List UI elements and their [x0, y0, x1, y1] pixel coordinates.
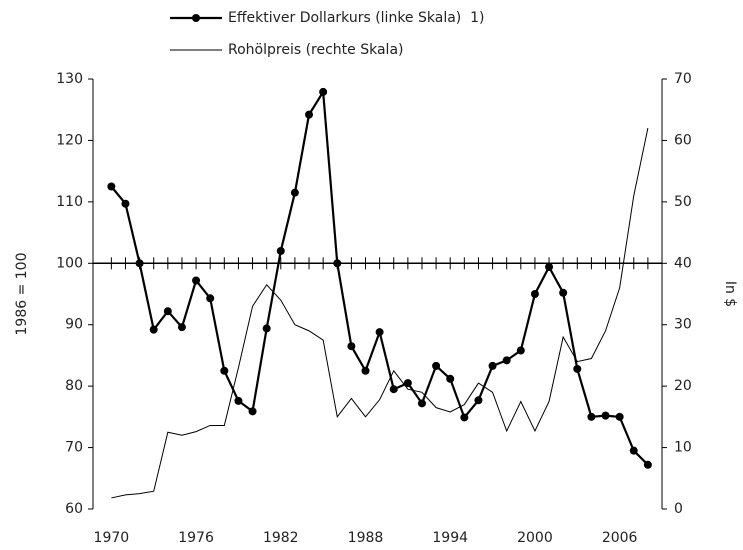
data-point	[347, 342, 356, 351]
y2-tick-label: 50	[674, 194, 692, 210]
data-point	[305, 110, 314, 119]
y2-tick-label: 30	[674, 317, 692, 333]
data-point	[545, 262, 554, 271]
data-point	[192, 276, 201, 285]
data-point	[488, 361, 497, 370]
y-tick-label: 100	[56, 255, 83, 271]
data-point	[474, 396, 483, 405]
data-point	[361, 366, 370, 375]
data-point	[149, 325, 158, 334]
data-point	[206, 294, 215, 303]
data-point	[403, 379, 412, 388]
data-point	[177, 323, 186, 332]
legend-label: Effektiver Dollarkurs (linke Skala) 1)	[228, 10, 485, 26]
y-tick-label: 80	[65, 378, 83, 394]
data-point	[601, 411, 610, 420]
data-point	[375, 328, 384, 337]
y-axis-label: 1986 = 100	[14, 253, 30, 336]
data-point	[163, 307, 172, 316]
data-point	[460, 413, 469, 422]
x-tick-label: 1970	[94, 530, 130, 546]
y-tick-label: 120	[56, 132, 83, 148]
x-tick-label: 1982	[263, 530, 299, 546]
data-point	[643, 460, 652, 469]
x-tick-label: 1976	[178, 530, 214, 546]
x-tick-label: 1988	[348, 530, 384, 546]
data-point	[248, 407, 257, 416]
legend-marker	[192, 14, 200, 22]
data-point	[121, 199, 130, 208]
series-line	[110, 88, 649, 466]
data-point	[530, 290, 539, 298]
data-point	[502, 356, 511, 365]
y2-tick-label: 40	[674, 255, 692, 271]
data-point	[290, 188, 299, 197]
data-point	[516, 346, 525, 355]
y-tick-label: 130	[56, 71, 83, 87]
y2-tick-label: 20	[674, 378, 692, 394]
y-tick-label: 70	[65, 440, 83, 456]
data-point	[417, 399, 426, 408]
data-point	[559, 288, 568, 297]
data-point	[262, 324, 271, 333]
data-point	[573, 364, 582, 373]
y2-axis-label: In $	[722, 281, 738, 307]
y2-tick-label: 10	[674, 440, 692, 456]
y2-tick-label: 0	[674, 501, 683, 517]
x-tick-label: 2000	[517, 530, 553, 546]
data-point	[587, 412, 596, 421]
data-point	[234, 396, 243, 405]
series-line	[111, 128, 649, 499]
data-point	[276, 247, 285, 255]
y-tick-label: 60	[65, 501, 83, 517]
data-point	[319, 87, 328, 96]
y-tick-label: 90	[65, 317, 83, 333]
x-tick-label: 2006	[602, 530, 638, 546]
data-point	[615, 412, 624, 421]
x-tick-label: 1994	[432, 530, 468, 546]
data-point	[220, 366, 229, 375]
data-point	[446, 374, 455, 383]
y-tick-label: 110	[56, 194, 83, 210]
data-point	[333, 259, 342, 268]
data-point	[432, 361, 441, 370]
data-point	[135, 259, 144, 268]
data-point	[107, 182, 116, 191]
data-point	[629, 446, 638, 455]
data-point	[389, 385, 398, 394]
y2-tick-label: 60	[674, 132, 692, 148]
legend-label: Rohölpreis (rechte Skala)	[228, 42, 403, 58]
y2-tick-label: 70	[674, 71, 692, 87]
